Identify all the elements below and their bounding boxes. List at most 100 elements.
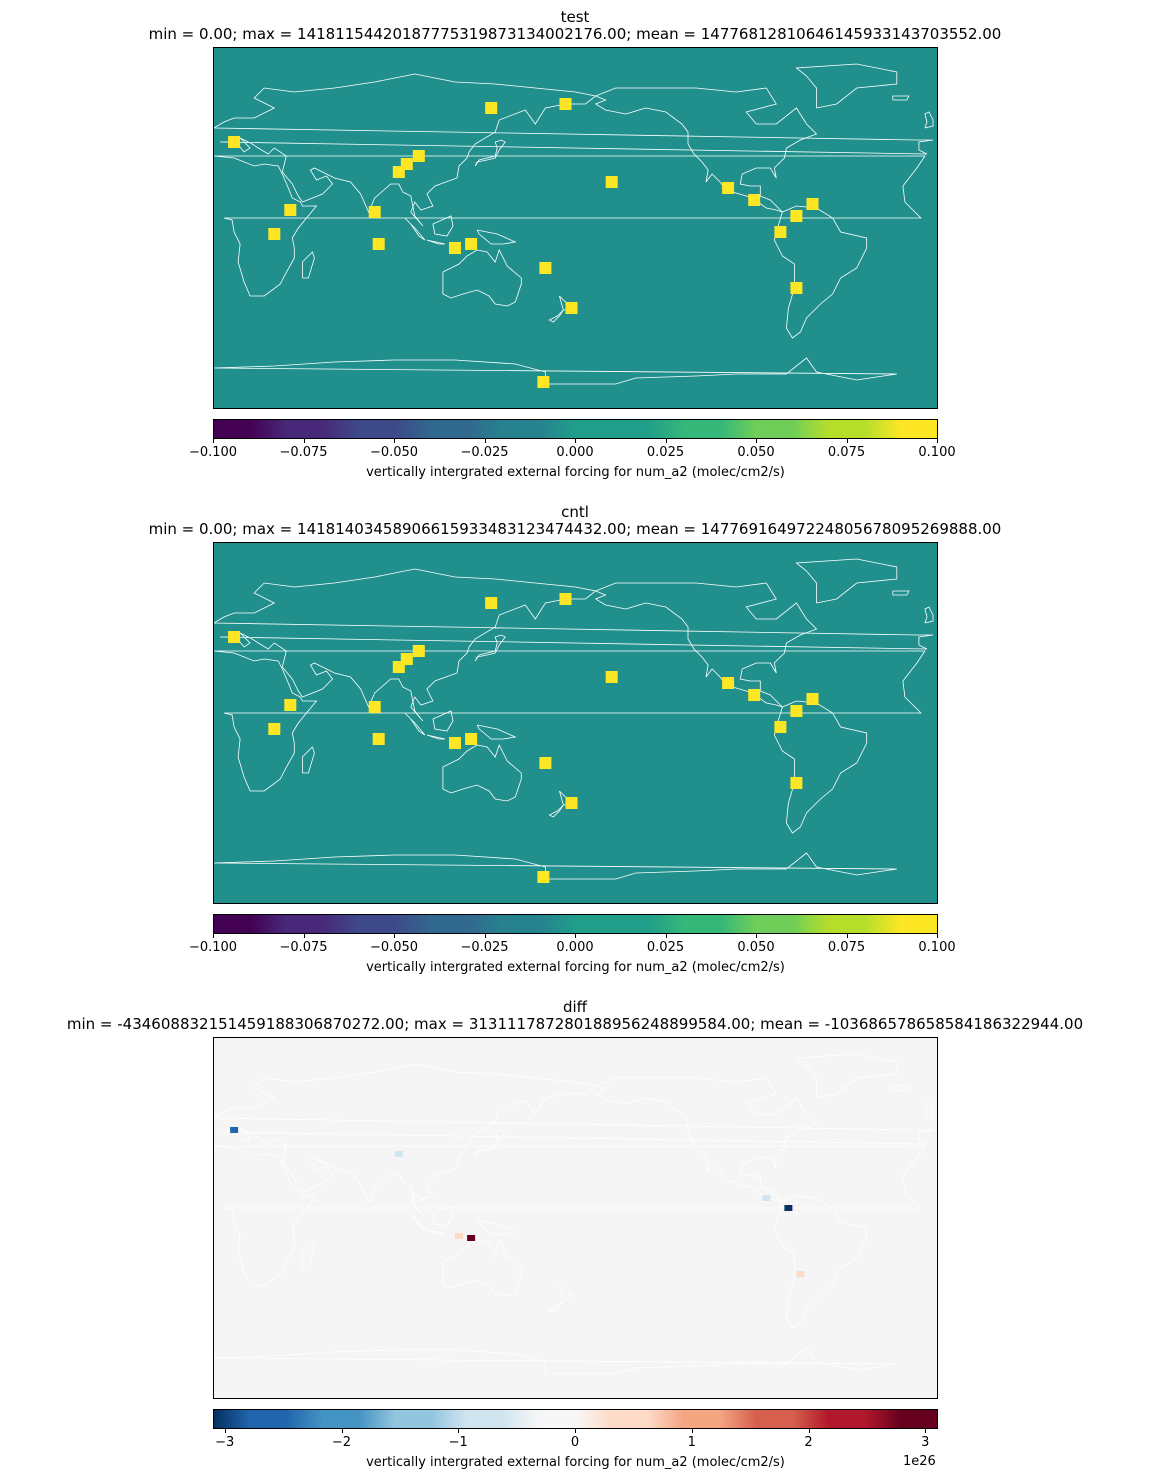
hotspot-cell	[268, 723, 281, 735]
colorbar-tick-label: 0.075	[827, 940, 866, 955]
colorbar-tick	[213, 439, 214, 443]
hotspot-cell	[465, 238, 478, 250]
coastline	[214, 1347, 897, 1375]
colorbar-gradient	[214, 1410, 937, 1428]
coastline	[892, 1085, 910, 1091]
coastline	[432, 215, 454, 237]
coastline	[924, 1101, 934, 1119]
colorbar-tick	[213, 934, 214, 938]
hotspot-cell	[722, 677, 735, 689]
map-background	[214, 543, 937, 903]
coastline	[594, 582, 818, 708]
colorbar-tick-label: 0.050	[737, 445, 775, 460]
hotspot-cell	[537, 376, 550, 388]
hotspot-cell	[565, 797, 578, 809]
hotspot-cell	[465, 733, 478, 745]
colorbar-label: vertically intergrated external forcing …	[366, 1455, 785, 1470]
colorbar-tick-label: −0.075	[279, 445, 328, 460]
hotspot-cell	[485, 102, 498, 114]
hotspot-cell	[748, 689, 761, 701]
hotspot-cell	[565, 302, 578, 314]
colorbar-cntl	[213, 914, 938, 934]
panel-title: test	[560, 8, 590, 26]
colorbar-tick	[341, 1429, 343, 1433]
coastline	[442, 1238, 522, 1297]
coastline	[432, 710, 454, 732]
hotspot-cell	[559, 98, 572, 110]
coastline	[548, 1299, 564, 1313]
colorbar-tick-label: −0.100	[188, 445, 238, 460]
anomaly-cell	[467, 1235, 476, 1241]
colorbar-tick-label: −3	[215, 1435, 235, 1450]
hotspot-cell	[774, 226, 787, 238]
coastline	[594, 87, 818, 213]
coastline	[302, 251, 315, 279]
coastline	[214, 1063, 934, 1217]
map-plot-diff	[213, 1037, 938, 1399]
coastline	[476, 229, 517, 245]
colorbar-tick	[303, 439, 305, 443]
hotspot-cell	[790, 705, 803, 717]
coastline	[548, 309, 564, 323]
colorbar-offset-text: 1e26	[903, 1454, 936, 1469]
coastline	[795, 1053, 898, 1099]
anomaly-cell	[394, 1151, 403, 1157]
colorbar-tick	[303, 934, 305, 938]
hotspot-cell	[372, 238, 385, 250]
coastline	[432, 1205, 454, 1227]
hotspot-cell	[228, 631, 241, 643]
colorbar-tick-label: −0.050	[369, 445, 419, 460]
coastline	[404, 217, 426, 241]
coastline	[548, 804, 564, 818]
colorbar-tick	[846, 439, 848, 443]
hotspot-cell	[284, 204, 297, 216]
colorbar-tick-label: 0.075	[827, 445, 866, 460]
hotspot-cell	[605, 671, 618, 683]
colorbar-tick-label: −0.025	[460, 940, 509, 955]
colorbar-tick-label: −0.100	[188, 940, 238, 955]
anomaly-cell	[230, 1127, 239, 1133]
colorbar-tick-label: 2	[804, 1435, 813, 1450]
colorbar-diff	[213, 1409, 938, 1429]
colorbar-tick-label: 0.000	[556, 940, 594, 955]
coastline	[795, 63, 898, 109]
colorbar-tick-label: 3	[921, 1435, 930, 1450]
colorbar-tick	[756, 439, 757, 443]
panel-title: cntl	[561, 503, 589, 521]
coastline	[302, 1241, 315, 1269]
colorbar-label: vertically intergrated external forcing …	[366, 465, 785, 480]
colorbar-tick	[846, 934, 848, 938]
hotspot-cell	[284, 699, 297, 711]
anomaly-cell	[487, 1251, 496, 1257]
colorbar-tick	[937, 439, 938, 443]
colorbar-tick	[937, 934, 938, 938]
colorbar-tick	[756, 934, 757, 938]
colorbar-tick-label: −2	[331, 1435, 352, 1450]
coastline	[559, 1285, 573, 1301]
hotspot-cell	[400, 158, 413, 170]
hotspot-cell	[605, 176, 618, 188]
colorbar-tick	[575, 1429, 576, 1433]
coastline	[892, 590, 910, 596]
coastline	[214, 73, 934, 227]
colorbar-test	[213, 419, 938, 439]
hotspot-cell	[268, 228, 281, 240]
colorbar-tick	[575, 439, 576, 443]
colorbar-tick	[394, 934, 395, 938]
panel-stats: min = 0.00; max = 1418115442018777531987…	[148, 25, 1002, 43]
coastline	[795, 558, 898, 604]
panel-stats: min = 0.00; max = 1418140345890661593348…	[148, 520, 1002, 538]
coastline	[474, 634, 506, 662]
colorbar-label: vertically intergrated external forcing …	[366, 960, 785, 975]
hotspot-cell	[449, 737, 461, 749]
anomaly-cell	[796, 1271, 805, 1277]
colorbar-tick-label: −0.050	[369, 940, 419, 955]
colorbar-tick	[394, 439, 395, 443]
panel-stats: min = -434608832151459188306870272.00; m…	[66, 1015, 1084, 1033]
colorbar-gradient	[214, 915, 937, 933]
colorbar-tick	[484, 439, 486, 443]
hotspot-cell	[774, 721, 787, 733]
anomaly-cell	[762, 1195, 771, 1201]
colorbar-tick	[575, 934, 576, 938]
hotspot-cell	[539, 262, 552, 274]
